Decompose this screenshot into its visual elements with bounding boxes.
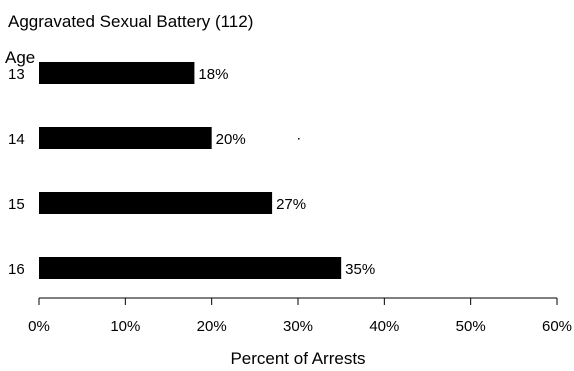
bar: [39, 192, 273, 214]
x-tick-label: 10%: [110, 318, 140, 335]
bar-value-label: 27%: [276, 196, 306, 213]
x-tick-label: 40%: [369, 318, 399, 335]
x-tick-label: 50%: [456, 318, 486, 335]
stray-dot: [298, 138, 300, 140]
bar: [39, 257, 342, 279]
bar: [39, 127, 212, 149]
x-ticks-group: 0% 10% 20% 30% 40% 50% 60%: [28, 298, 572, 335]
x-tick-label: 30%: [283, 318, 313, 335]
bar-value-label: 18%: [198, 66, 228, 83]
bars-group: 13 18% 14 20% 15 27% 16 35%: [8, 62, 375, 279]
x-axis-label: Percent of Arrests: [230, 349, 365, 368]
y-tick-label: 13: [8, 66, 25, 83]
bar-value-label: 20%: [216, 131, 246, 148]
chart-title: Aggravated Sexual Battery (112): [8, 12, 253, 31]
y-tick-label: 15: [8, 196, 25, 213]
y-tick-label: 16: [8, 261, 25, 278]
bar-value-label: 35%: [345, 261, 375, 278]
x-tick-label: 60%: [542, 318, 572, 335]
x-tick-label: 20%: [197, 318, 227, 335]
y-axis-label: Age: [5, 48, 35, 67]
bar: [39, 62, 195, 84]
x-tick-label: 0%: [28, 318, 50, 335]
y-tick-label: 14: [8, 131, 25, 148]
